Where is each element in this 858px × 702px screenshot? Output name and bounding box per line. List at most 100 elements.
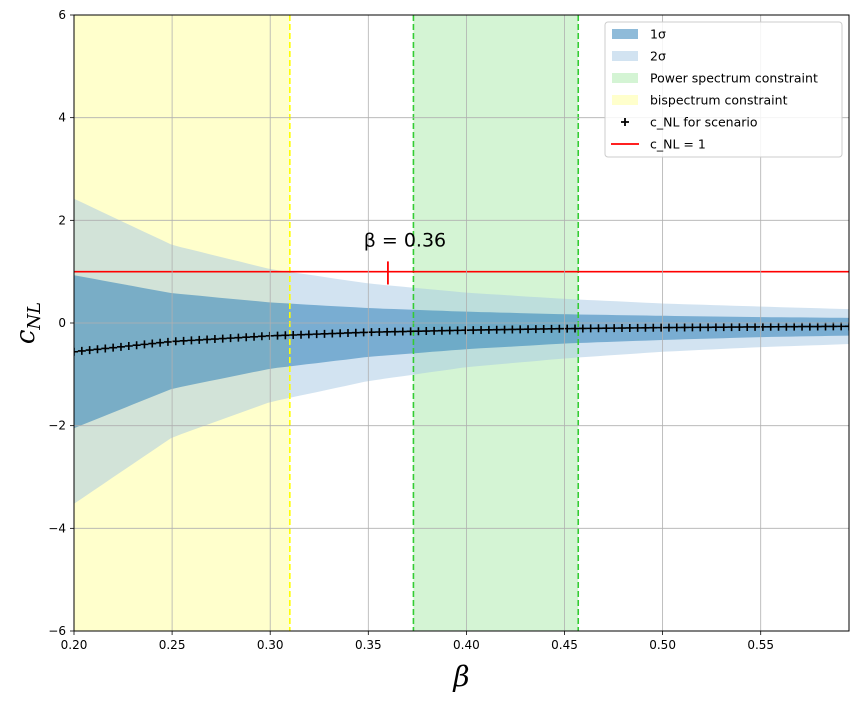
legend-label: Power spectrum constraint [650,71,818,86]
scenario-marker [148,339,157,348]
scenario-marker [813,322,822,331]
scenario-marker [837,322,846,331]
scenario-marker [109,343,118,352]
scenario-marker [719,323,728,332]
scenario-marker [203,335,212,344]
scenario-marker [774,322,783,331]
scenario-marker [257,332,266,341]
scenario-marker [406,327,415,336]
scenario-marker [790,322,799,331]
scenario-marker [664,323,673,332]
y-tick-label: −6 [48,624,66,638]
scenario-marker [805,322,814,331]
x-tick-label: 0.30 [257,638,284,652]
scenario-marker [672,323,681,332]
scenario-marker [555,324,564,333]
legend-label: c_NL for scenario [650,115,758,130]
scenario-marker [539,324,548,333]
scenario-marker [218,334,227,343]
one-sigma-band [74,275,849,429]
y-tick-label: 4 [58,111,66,125]
scenario-marker [430,326,439,335]
scenario-marker [156,338,165,347]
scenario-marker [422,327,431,336]
scenario-marker [602,324,611,333]
scenario-marker [250,332,259,341]
scenario-marker [571,324,580,333]
x-tick-label: 0.55 [747,638,774,652]
scenario-marker [453,326,462,335]
scenario-marker [758,322,767,331]
scenario-marker [297,330,306,339]
scenario-marker [437,326,446,335]
scenario-marker [782,322,791,331]
scenario-marker [766,322,775,331]
scenario-marker [578,324,587,333]
scenario-marker [85,346,94,355]
legend-swatch [612,73,638,83]
scenario-marker [351,328,360,337]
scenario-marker [625,323,634,332]
y-axis-title: cNL [11,302,45,344]
scenario-marker [711,323,720,332]
scenario-marker [743,322,752,331]
beta-annotation-label: β = 0.36 [364,229,446,251]
x-tick-label: 0.35 [355,638,382,652]
legend: 1σ 2σ Power spectrum constraint bispectrum … [604,21,843,158]
x-tick-label: 0.45 [551,638,578,652]
scenario-marker [617,324,626,333]
scenario-marker [469,326,478,335]
annotation: β = 0.36 [364,229,446,285]
scenario-marker [586,324,595,333]
scenario-marker [304,330,313,339]
scenario-marker [508,325,517,334]
scenario-marker [688,323,697,332]
y-tick-label: −2 [48,419,66,433]
axis-ticks: 0.20 0.25 0.30 0.35 0.40 0.45 0.50 0.55 −6 −4 −2 0 2… [48,8,774,652]
scenario-marker [343,328,352,337]
legend-label: 1σ [650,27,666,42]
scenario-marker [531,325,540,334]
scenario-marker [383,327,392,336]
scenario-marker [649,323,658,332]
y-tick-label: 0 [58,316,66,330]
scenario-marker [477,325,486,334]
scenario-marker [594,324,603,333]
scenario-marker [226,334,235,343]
scenario-marker [445,326,454,335]
scenario-marker [77,346,86,355]
scenario-marker [845,322,849,331]
legend-swatch [612,29,638,39]
scenario-marker [398,327,407,336]
scenario-marker [74,347,78,356]
legend-box [604,21,843,158]
scenario-marker [735,323,744,332]
scenario-marker [273,331,282,340]
y-tick-label: 2 [58,213,66,227]
legend-swatch [612,51,638,61]
x-tick-label: 0.40 [453,638,480,652]
scenario-marker [657,323,666,332]
scenario-marker [359,328,368,337]
scenario-marker [524,325,533,334]
scenario-marker [101,344,110,353]
scenario-marker [234,333,243,342]
scenario-marker [320,329,329,338]
scenario-marker [547,324,556,333]
scenario-marker [328,329,337,338]
scenario-marker [821,322,830,331]
scenario-marker [242,333,251,342]
scenario-marker [492,325,501,334]
scenario-marker [281,331,290,340]
scenario-marker [289,330,298,339]
scenario-marker [265,331,274,340]
x-tick-label: 0.25 [159,638,186,652]
scenario-marker [641,323,650,332]
scenario-marker [195,335,204,344]
scenario-marker [484,325,493,334]
scenario-marker [179,336,188,345]
scenario-marker [375,328,384,337]
scenario-marker [704,323,713,332]
legend-marker [621,118,629,126]
